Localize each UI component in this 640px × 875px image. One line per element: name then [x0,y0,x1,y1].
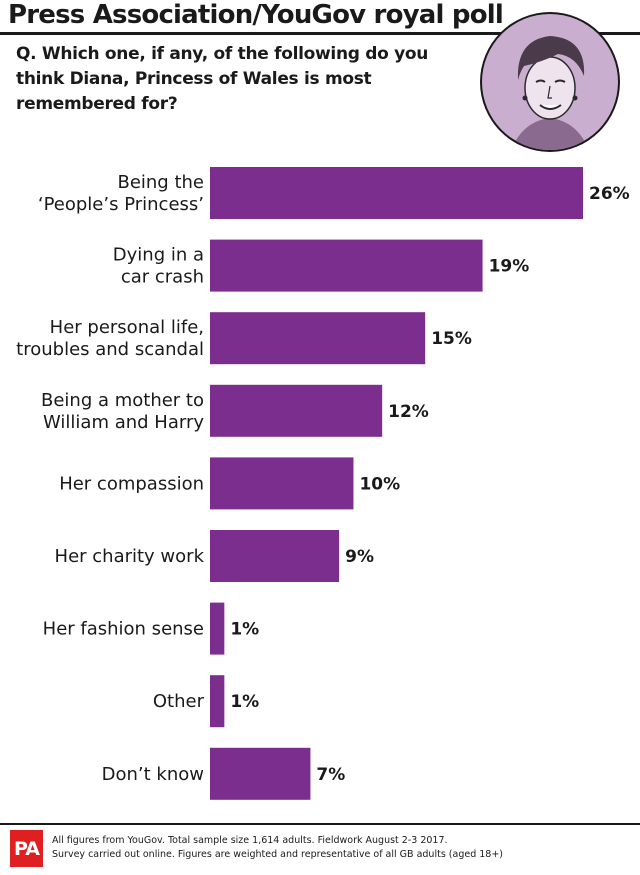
category-label-5: Her charity work [55,546,205,567]
survey-question: Q. Which one, if any, of the following d… [16,44,429,114]
footnote-line-2: Survey carried out online. Figures are w… [52,849,503,860]
value-label-4: 10% [359,474,400,494]
value-label-2: 15% [431,329,472,349]
title-divider [0,32,640,35]
value-label-6: 1% [230,620,259,640]
bar-3 [210,384,383,437]
value-label-0: 26% [589,184,630,204]
category-label-7: Other [153,691,205,712]
bar-4 [210,457,354,510]
category-label-6: Her fashion sense [43,619,204,640]
footnote: All figures from YouGov. Total sample si… [52,834,632,862]
footer-divider [0,823,640,825]
bar-6 [210,602,225,655]
bar-5 [210,530,340,582]
category-label-4: Her compassion [59,473,204,494]
bar-0 [210,167,583,219]
bar-1 [210,239,483,292]
category-label-0: Being the ‘People’s Princess’ [38,172,204,215]
bar-2 [210,312,426,365]
chart-title: Press Association/YouGov royal poll [8,0,504,30]
footnote-line-1: All figures from YouGov. Total sample si… [52,835,448,846]
value-label-3: 12% [388,402,429,422]
pa-logo: PA [10,830,43,867]
category-label-8: Don’t know [102,764,204,785]
bar-7 [210,675,225,728]
value-label-7: 1% [230,692,259,712]
bar-8 [210,747,311,800]
category-label-1: Dying in a car crash [113,245,204,288]
value-label-1: 19% [489,257,530,277]
portrait-image [480,12,620,152]
value-label-8: 7% [316,765,345,785]
value-label-5: 9% [345,547,374,567]
bar-chart: Being the ‘People’s Princess’ 26% Dying in … [16,167,630,800]
category-label-3: Being a mother to William and Harry [41,390,204,433]
category-label-2: Her personal life, troubles and scandal [16,317,204,360]
